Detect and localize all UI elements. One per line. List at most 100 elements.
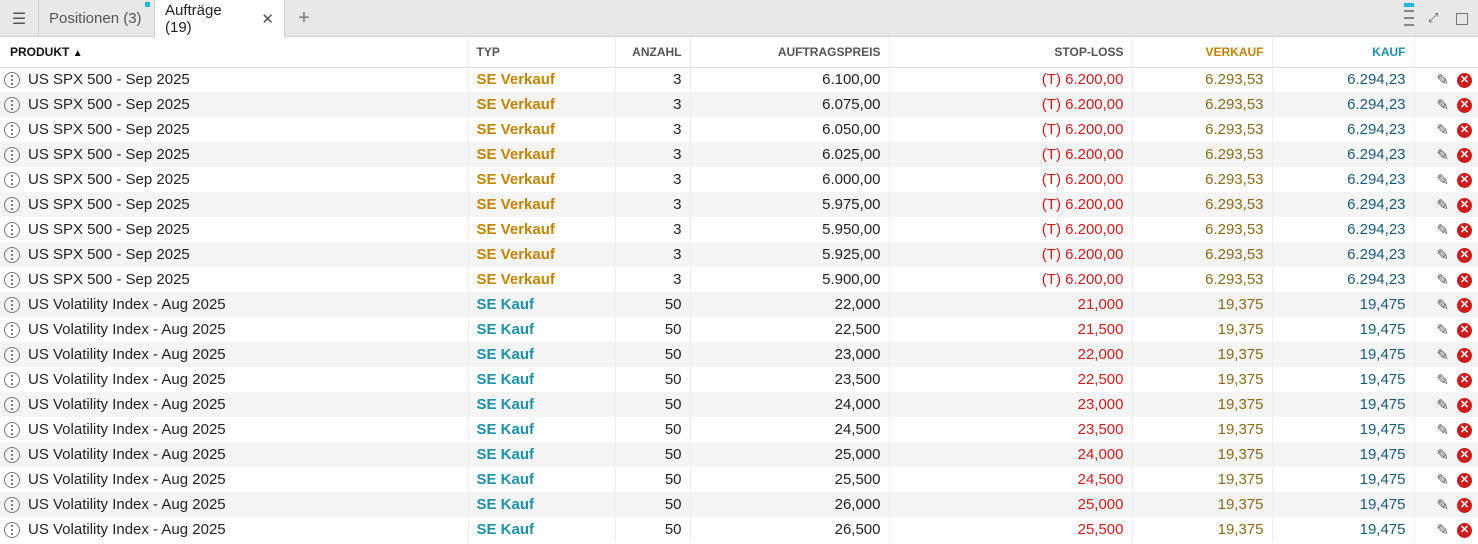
cancel-order-icon[interactable]: ✕ bbox=[1457, 448, 1472, 464]
cancel-order-icon[interactable]: ✕ bbox=[1457, 523, 1472, 539]
more-options-icon[interactable] bbox=[4, 172, 20, 189]
cancel-order-icon[interactable]: ✕ bbox=[1457, 348, 1472, 364]
edit-pencil-icon[interactable]: ✎ bbox=[1436, 346, 1449, 364]
table-row[interactable]: US SPX 500 - Sep 2025 SE Verkauf 3 6.100,00… bbox=[0, 67, 1478, 92]
more-options-icon[interactable] bbox=[4, 222, 20, 239]
table-row[interactable]: US Volatility Index - Aug 2025 SE Kauf 50 2… bbox=[0, 342, 1478, 367]
edit-pencil-icon[interactable]: ✎ bbox=[1436, 521, 1449, 539]
more-options-icon[interactable] bbox=[4, 372, 20, 389]
column-header-typ[interactable]: TYP bbox=[468, 37, 616, 68]
table-row[interactable]: US SPX 500 - Sep 2025 SE Verkauf 3 6.000,00… bbox=[0, 167, 1478, 192]
more-options-icon[interactable] bbox=[4, 347, 20, 364]
edit-pencil-icon[interactable]: ✎ bbox=[1436, 221, 1449, 239]
edit-pencil-icon[interactable]: ✎ bbox=[1436, 321, 1449, 339]
edit-pencil-icon[interactable]: ✎ bbox=[1436, 421, 1449, 439]
more-options-icon[interactable] bbox=[4, 122, 20, 139]
quantity: 3 bbox=[615, 192, 691, 217]
table-row[interactable]: US SPX 500 - Sep 2025 SE Verkauf 3 5.975,00… bbox=[0, 192, 1478, 217]
cancel-order-icon[interactable]: ✕ bbox=[1457, 123, 1472, 139]
edit-pencil-icon[interactable]: ✎ bbox=[1436, 396, 1449, 414]
table-row[interactable]: US SPX 500 - Sep 2025 SE Verkauf 3 6.050,00… bbox=[0, 117, 1478, 142]
more-options-icon[interactable] bbox=[4, 322, 20, 339]
column-header-stop-loss[interactable]: STOP-LOSS bbox=[889, 37, 1133, 68]
table-row[interactable]: US Volatility Index - Aug 2025 SE Kauf 50 2… bbox=[0, 417, 1478, 442]
table-row[interactable]: US Volatility Index - Aug 2025 SE Kauf 50 2… bbox=[0, 467, 1478, 492]
edit-pencil-icon[interactable]: ✎ bbox=[1436, 96, 1449, 114]
more-options-icon[interactable] bbox=[4, 297, 20, 314]
tab-auftraege[interactable]: Aufträge (19) ✕ bbox=[154, 0, 285, 38]
tab-positionen[interactable]: Positionen (3) bbox=[38, 0, 154, 37]
more-options-icon[interactable] bbox=[4, 472, 20, 489]
table-row[interactable]: US SPX 500 - Sep 2025 SE Verkauf 3 6.025,00… bbox=[0, 142, 1478, 167]
cancel-order-icon[interactable]: ✕ bbox=[1457, 323, 1472, 339]
table-row[interactable]: US SPX 500 - Sep 2025 SE Verkauf 3 5.925,00… bbox=[0, 242, 1478, 267]
edit-pencil-icon[interactable]: ✎ bbox=[1436, 271, 1449, 289]
table-row[interactable]: US SPX 500 - Sep 2025 SE Verkauf 3 5.900,00… bbox=[0, 267, 1478, 292]
tab-label: Aufträge (19) bbox=[165, 2, 222, 36]
cancel-order-icon[interactable]: ✕ bbox=[1457, 298, 1472, 314]
edit-pencil-icon[interactable]: ✎ bbox=[1436, 196, 1449, 214]
edit-pencil-icon[interactable]: ✎ bbox=[1436, 246, 1449, 264]
more-options-icon[interactable] bbox=[4, 422, 20, 439]
more-options-icon[interactable] bbox=[4, 397, 20, 414]
stop-loss: 24,000 bbox=[889, 442, 1133, 467]
cancel-order-icon[interactable]: ✕ bbox=[1457, 73, 1472, 89]
stop-loss: 24,500 bbox=[889, 467, 1133, 492]
close-tab-icon[interactable]: ✕ bbox=[261, 11, 274, 28]
hamburger-icon[interactable]: ☰ bbox=[11, 11, 27, 28]
more-options-icon[interactable] bbox=[4, 497, 20, 514]
table-row[interactable]: US SPX 500 - Sep 2025 SE Verkauf 3 5.950,00… bbox=[0, 217, 1478, 242]
cancel-order-icon[interactable]: ✕ bbox=[1457, 173, 1472, 189]
product-name: US Volatility Index - Aug 2025 bbox=[28, 395, 226, 413]
cancel-order-icon[interactable]: ✕ bbox=[1457, 373, 1472, 389]
cancel-order-icon[interactable]: ✕ bbox=[1457, 98, 1472, 114]
sell-price: 19,375 bbox=[1132, 392, 1273, 417]
cancel-order-icon[interactable]: ✕ bbox=[1457, 248, 1472, 264]
edit-pencil-icon[interactable]: ✎ bbox=[1436, 171, 1449, 189]
expand-icon[interactable]: ⤢ bbox=[1428, 10, 1439, 25]
more-options-icon[interactable] bbox=[4, 197, 20, 214]
edit-pencil-icon[interactable]: ✎ bbox=[1436, 496, 1449, 514]
table-row[interactable]: US Volatility Index - Aug 2025 SE Kauf 50 2… bbox=[0, 292, 1478, 317]
cancel-order-icon[interactable]: ✕ bbox=[1457, 498, 1472, 514]
column-header-anzahl[interactable]: ANZAHL bbox=[615, 37, 691, 68]
cancel-order-icon[interactable]: ✕ bbox=[1457, 423, 1472, 439]
cancel-order-icon[interactable]: ✕ bbox=[1457, 148, 1472, 164]
edit-pencil-icon[interactable]: ✎ bbox=[1436, 71, 1449, 89]
cancel-order-icon[interactable]: ✕ bbox=[1457, 223, 1472, 239]
more-options-icon[interactable] bbox=[4, 272, 20, 289]
add-tab-button[interactable]: + bbox=[298, 6, 310, 29]
column-header-verkauf[interactable]: VERKAUF bbox=[1132, 37, 1273, 68]
more-options-icon[interactable] bbox=[4, 72, 20, 89]
edit-pencil-icon[interactable]: ✎ bbox=[1436, 296, 1449, 314]
edit-pencil-icon[interactable]: ✎ bbox=[1436, 146, 1449, 164]
order-type: SE Kauf bbox=[468, 392, 616, 417]
table-row[interactable]: US SPX 500 - Sep 2025 SE Verkauf 3 6.075,00… bbox=[0, 92, 1478, 117]
sell-price: 6.293,53 bbox=[1132, 67, 1273, 92]
cancel-order-icon[interactable]: ✕ bbox=[1457, 398, 1472, 414]
cancel-order-icon[interactable]: ✕ bbox=[1457, 273, 1472, 289]
layout-icon[interactable] bbox=[1404, 3, 1414, 31]
cancel-order-icon[interactable]: ✕ bbox=[1457, 198, 1472, 214]
more-options-icon[interactable] bbox=[4, 522, 20, 539]
edit-pencil-icon[interactable]: ✎ bbox=[1436, 471, 1449, 489]
table-row[interactable]: US Volatility Index - Aug 2025 SE Kauf 50 2… bbox=[0, 442, 1478, 467]
table-row[interactable]: US Volatility Index - Aug 2025 SE Kauf 50 2… bbox=[0, 367, 1478, 392]
table-row[interactable]: US Volatility Index - Aug 2025 SE Kauf 50 2… bbox=[0, 392, 1478, 417]
edit-pencil-icon[interactable]: ✎ bbox=[1436, 121, 1449, 139]
more-options-icon[interactable] bbox=[4, 97, 20, 114]
edit-pencil-icon[interactable]: ✎ bbox=[1436, 446, 1449, 464]
maximize-icon[interactable] bbox=[1456, 13, 1468, 25]
more-options-icon[interactable] bbox=[4, 147, 20, 164]
column-header-kauf[interactable]: KAUF bbox=[1272, 37, 1415, 68]
table-row[interactable]: US Volatility Index - Aug 2025 SE Kauf 50 2… bbox=[0, 492, 1478, 517]
cancel-order-icon[interactable]: ✕ bbox=[1457, 473, 1472, 489]
more-options-icon[interactable] bbox=[4, 247, 20, 264]
order-type: SE Kauf bbox=[468, 467, 616, 492]
edit-pencil-icon[interactable]: ✎ bbox=[1436, 371, 1449, 389]
column-header-auftragspreis[interactable]: AUFTRAGSPREIS bbox=[690, 37, 890, 68]
table-row[interactable]: US Volatility Index - Aug 2025 SE Kauf 50 2… bbox=[0, 317, 1478, 342]
column-header-produkt[interactable]: PRODUKT ▲ bbox=[0, 37, 469, 68]
table-row[interactable]: US Volatility Index - Aug 2025 SE Kauf 50 2… bbox=[0, 517, 1478, 542]
more-options-icon[interactable] bbox=[4, 447, 20, 464]
